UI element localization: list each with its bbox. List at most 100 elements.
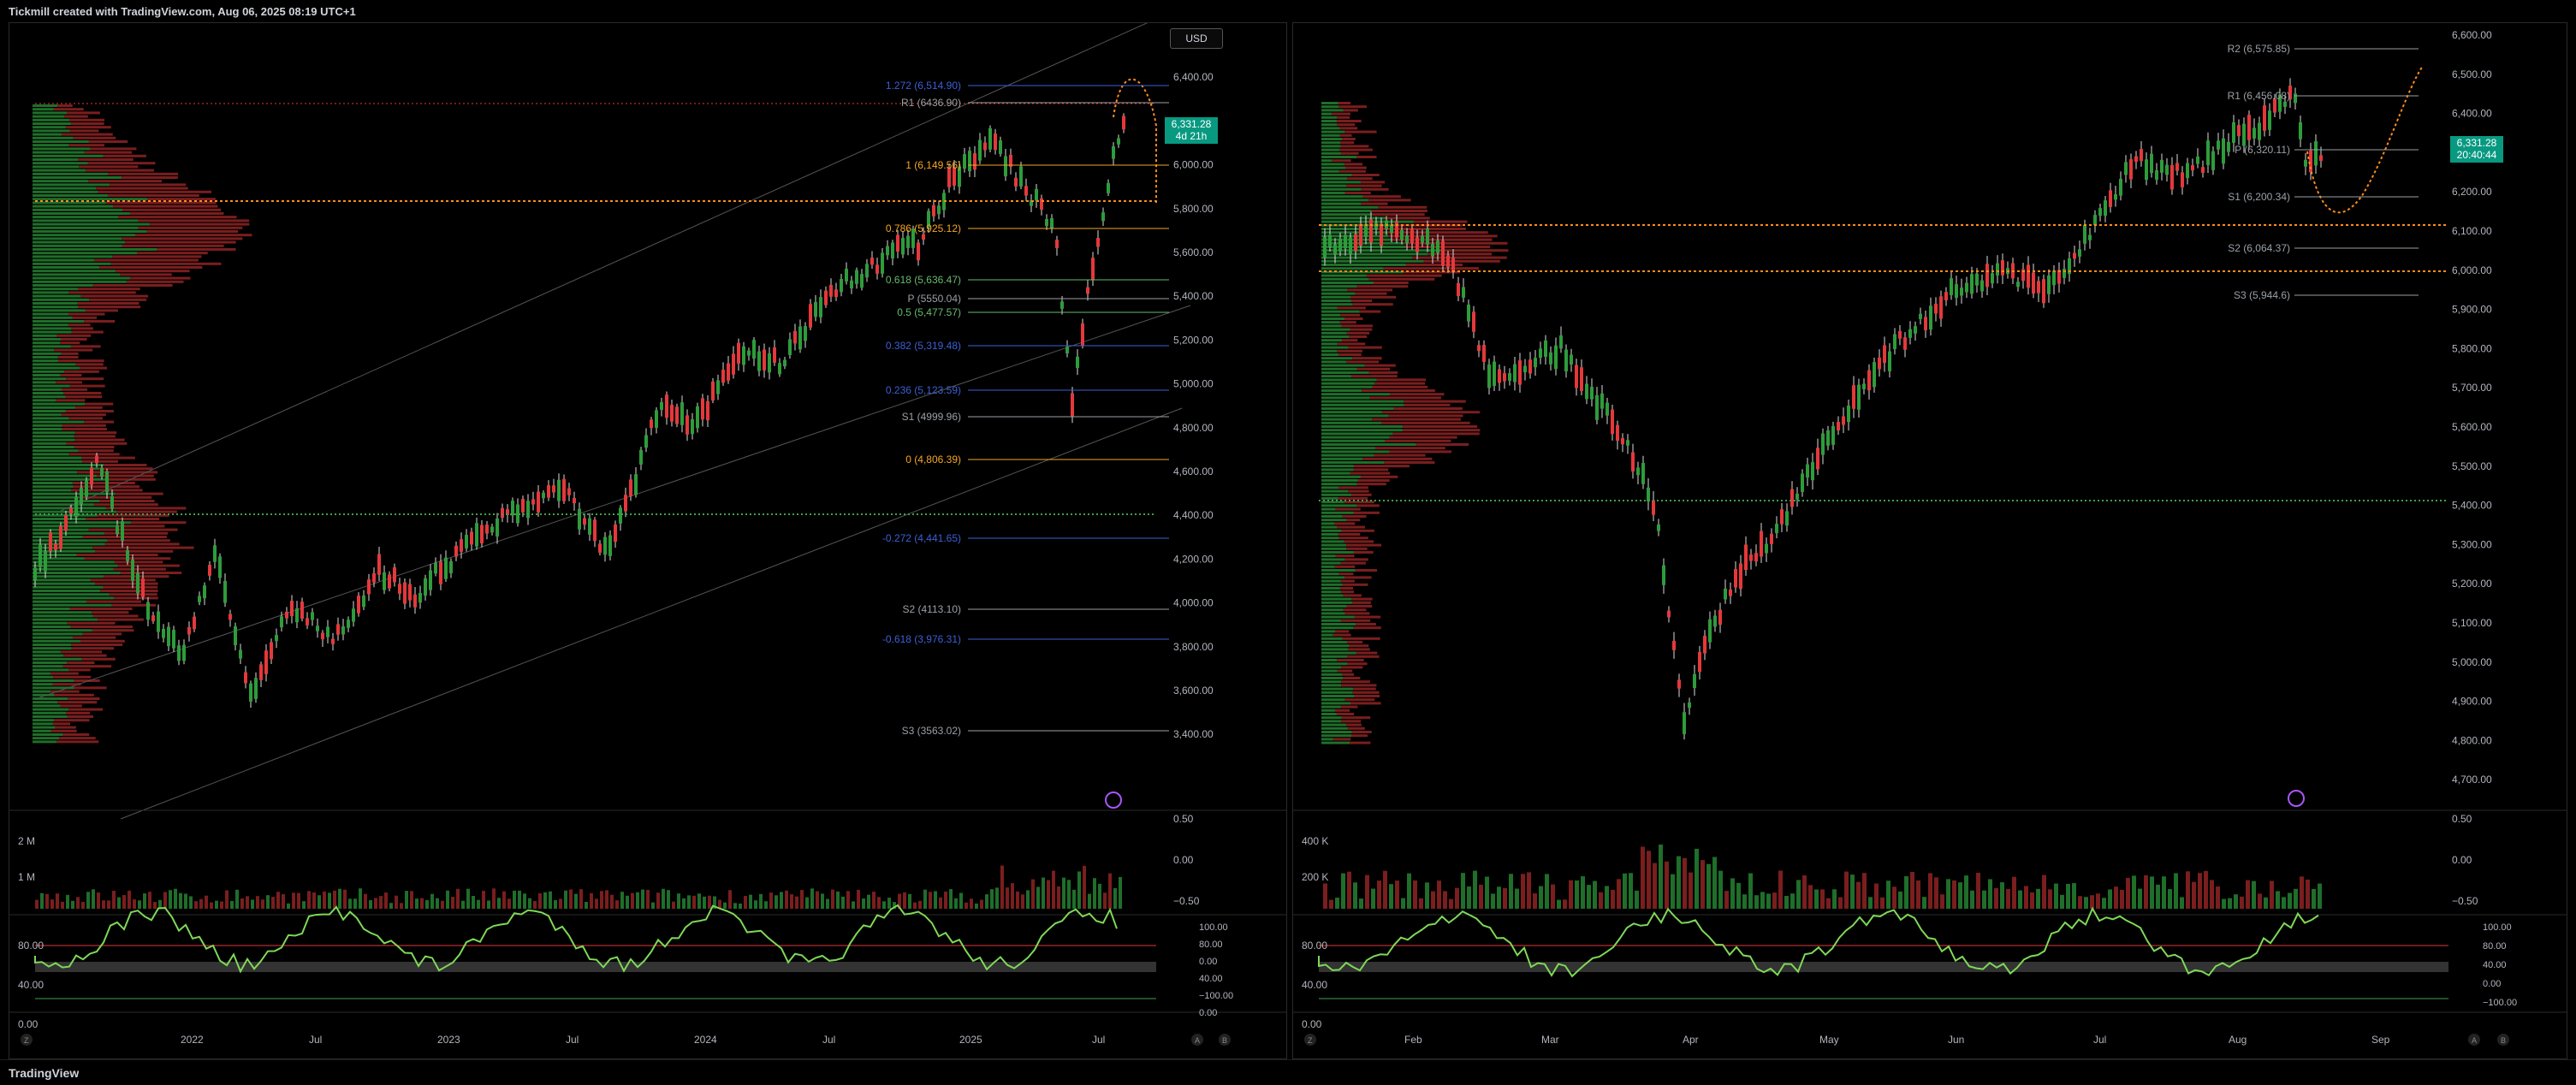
volume-profile-bar — [33, 668, 69, 672]
volume-bar — [2180, 897, 2184, 909]
volume-bar — [97, 892, 100, 909]
volume-profile-bar — [1321, 594, 1344, 597]
volume-bar — [2288, 892, 2292, 909]
volume-bar — [1802, 875, 1807, 909]
volume-bar — [1491, 893, 1495, 909]
candle — [1359, 223, 1362, 246]
volume-bar — [1335, 898, 1339, 909]
time-axis-button[interactable] — [1304, 1034, 1316, 1046]
candle — [2319, 155, 2323, 162]
volume-bar — [1077, 871, 1081, 909]
chart-canvas-left[interactable]: 1.272 (6,514.90)R1 (6436.90)1 (6,149.56)… — [9, 23, 1287, 1059]
volume-profile-bar — [1321, 166, 1346, 169]
volume-bar — [1892, 886, 1896, 909]
volume-bar — [620, 892, 624, 909]
candle — [1498, 369, 1501, 383]
volume-profile-bar — [1321, 680, 1342, 684]
candle — [49, 532, 52, 552]
candle — [1744, 544, 1748, 570]
candle — [172, 630, 175, 649]
tradingview-logo[interactable]: TradingView — [9, 1066, 80, 1080]
candle — [547, 485, 550, 498]
candle — [326, 626, 329, 637]
candle — [105, 471, 109, 493]
volume-profile-bar — [1321, 615, 1355, 619]
price-axis[interactable]: 6,600.006,500.006,400.006,300.006,200.00… — [2452, 29, 2492, 786]
volume-profile-bar — [1321, 579, 1341, 583]
osc-right-label: 100.00 — [2483, 922, 2512, 933]
candle — [2109, 190, 2112, 207]
lightning-icon[interactable] — [1105, 792, 1122, 809]
volume-bar — [1026, 890, 1030, 909]
volume-bar — [1599, 892, 1603, 909]
volume-bar — [235, 889, 239, 909]
volume-profile-bar — [63, 654, 107, 657]
volume-profile-bar — [1321, 540, 1344, 543]
volume-profile-bar — [33, 471, 78, 474]
volume-bar — [826, 898, 829, 909]
volume-bar — [1419, 898, 1423, 909]
volume-bar — [1587, 885, 1591, 909]
volume-profile-bar — [1337, 349, 1362, 353]
candle — [906, 235, 910, 248]
volume-bar — [369, 900, 372, 909]
level-label: 0.786 (5,925.12) — [886, 222, 961, 234]
volume-bar — [61, 901, 64, 909]
volume-bar — [1377, 880, 1381, 909]
volume-bar — [641, 889, 644, 909]
volume-bar — [1808, 885, 1813, 909]
candle — [157, 611, 160, 632]
volume-profile-bar — [1321, 525, 1337, 529]
candle — [1457, 283, 1460, 296]
time-axis-button[interactable] — [2468, 1034, 2480, 1046]
volume-profile-bar — [1355, 292, 1387, 295]
volume-profile-bar — [33, 453, 69, 456]
candle — [665, 394, 668, 418]
volume-bar — [318, 895, 321, 909]
time-axis-button[interactable] — [2497, 1034, 2509, 1046]
volume-bar — [1437, 880, 1441, 909]
candle — [1698, 652, 1701, 673]
candle — [1939, 296, 1943, 319]
volume-profile-bar — [33, 495, 80, 499]
candle — [383, 572, 386, 590]
volume-profile-bar — [78, 449, 114, 453]
volume-bar — [1047, 880, 1050, 909]
volume-profile-bar — [33, 288, 79, 291]
chart-pane-daily[interactable]: R2 (6,575.85) R1 (6,456.08) P (6,320.11) S1… — [1292, 22, 2567, 1059]
volume-profile-bar — [65, 126, 111, 129]
price-axis-label: 4,200.00 — [1173, 553, 1214, 565]
volume-bar — [2234, 894, 2238, 909]
chart-pane-weekly[interactable]: 1.272 (6,514.90) R1 (6436.90) 1 (6,149.56)… — [9, 22, 1287, 1059]
time-axis-button[interactable] — [1191, 1034, 1203, 1046]
volume-bar — [107, 900, 110, 909]
price-badge-value: 6,331.28 — [1171, 118, 1212, 130]
candle — [259, 664, 263, 680]
candle — [809, 304, 812, 328]
volume-profile-bar — [1354, 465, 1410, 468]
volume-profile-bar — [1321, 267, 1384, 270]
candle — [1929, 305, 1932, 330]
volume-profile-bar — [1321, 306, 1338, 310]
volume-profile-bar — [33, 661, 68, 664]
candle — [634, 474, 638, 495]
volume-profile-bar — [50, 690, 80, 693]
volume-bar — [456, 888, 460, 909]
volume-bar — [651, 902, 655, 909]
time-axis-label: Aug — [2229, 1034, 2247, 1046]
oscillator-panel: 80.0040.000.00100.0080.000.0040.00−100.0… — [18, 904, 1233, 1030]
candle — [388, 574, 391, 589]
volume-profile-bar — [33, 647, 72, 650]
chart-canvas-right[interactable]: R2 (6,575.85)R1 (6,456.08)P (6,320.11)S1… — [1293, 23, 2567, 1059]
volume-bar — [965, 902, 968, 909]
time-axis-button[interactable] — [21, 1034, 33, 1046]
lightning-icon[interactable] — [2288, 790, 2305, 807]
candle — [1086, 287, 1089, 294]
time-axis-button[interactable] — [1219, 1034, 1231, 1046]
volume-profile-bar — [1337, 342, 1366, 346]
volume-axis-label: 2 M — [18, 835, 35, 847]
currency-button[interactable]: USD — [1170, 28, 1223, 49]
candle — [2201, 167, 2205, 173]
